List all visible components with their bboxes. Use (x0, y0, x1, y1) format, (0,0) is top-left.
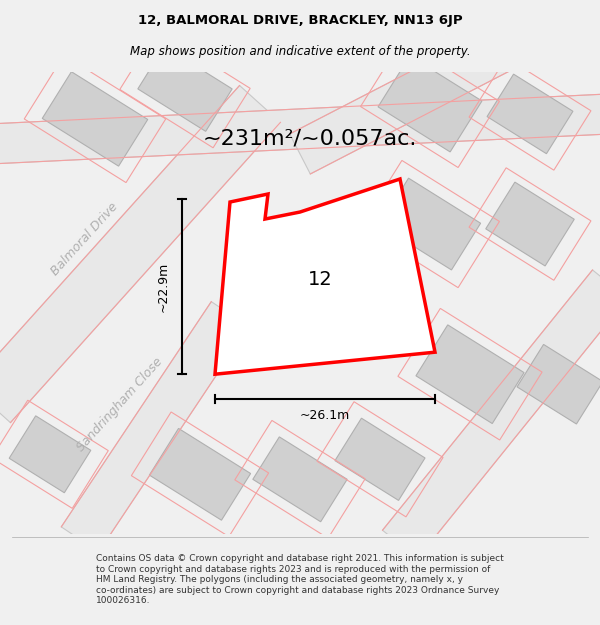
Text: 12: 12 (308, 269, 332, 289)
Text: ~26.1m: ~26.1m (300, 409, 350, 422)
Text: Map shows position and indicative extent of the property.: Map shows position and indicative extent… (130, 45, 470, 58)
Polygon shape (487, 74, 573, 154)
Polygon shape (378, 56, 482, 152)
Polygon shape (215, 179, 435, 374)
Polygon shape (416, 325, 524, 424)
Text: ~231m²/~0.057ac.: ~231m²/~0.057ac. (203, 129, 417, 149)
Polygon shape (9, 416, 91, 492)
Text: Sandringham Close: Sandringham Close (74, 355, 166, 454)
Text: 12, BALMORAL DRIVE, BRACKLEY, NN13 6JP: 12, BALMORAL DRIVE, BRACKLEY, NN13 6JP (137, 14, 463, 27)
Text: Contains OS data © Crown copyright and database right 2021. This information is : Contains OS data © Crown copyright and d… (96, 554, 504, 605)
Text: Balmoral Drive: Balmoral Drive (49, 200, 121, 278)
Polygon shape (486, 182, 574, 266)
Text: ~22.9m: ~22.9m (157, 261, 170, 312)
Polygon shape (382, 270, 600, 559)
Polygon shape (379, 178, 481, 270)
Polygon shape (149, 428, 251, 520)
Polygon shape (517, 344, 600, 424)
Polygon shape (335, 418, 425, 501)
Polygon shape (0, 86, 280, 422)
Polygon shape (61, 302, 249, 552)
Polygon shape (0, 94, 600, 164)
Polygon shape (290, 0, 600, 174)
Polygon shape (138, 46, 232, 131)
Polygon shape (42, 72, 148, 166)
Polygon shape (253, 437, 347, 522)
